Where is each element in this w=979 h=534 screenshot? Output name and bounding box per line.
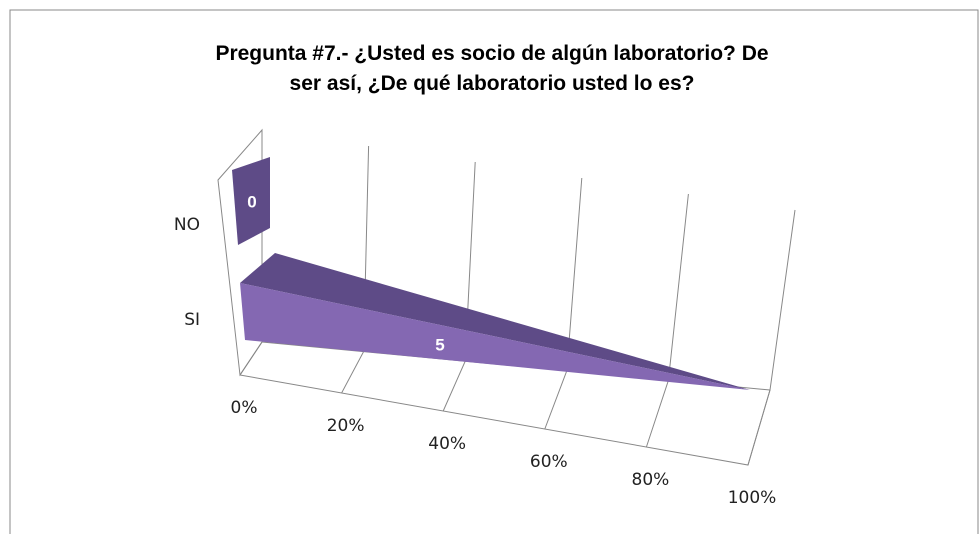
category-label: NO bbox=[174, 215, 200, 235]
data-label: 5 bbox=[435, 335, 444, 354]
x-tick-label: 80% bbox=[632, 470, 670, 490]
x-tick-label: 40% bbox=[428, 434, 466, 454]
chart-border bbox=[9, 9, 979, 534]
bar-top bbox=[240, 253, 750, 390]
x-tick-label: 20% bbox=[327, 416, 365, 436]
category-label: SI bbox=[184, 310, 200, 330]
x-tick-label: 100% bbox=[728, 488, 777, 508]
grid-line bbox=[747, 209, 796, 466]
x-tick-label: 0% bbox=[231, 398, 258, 418]
bar bbox=[232, 157, 270, 245]
data-label: 0 bbox=[247, 192, 256, 211]
chart-title: Pregunta #7.- ¿Usted es socio de algún l… bbox=[215, 42, 768, 95]
bar bbox=[240, 283, 750, 390]
x-tick-label: 60% bbox=[530, 452, 568, 472]
